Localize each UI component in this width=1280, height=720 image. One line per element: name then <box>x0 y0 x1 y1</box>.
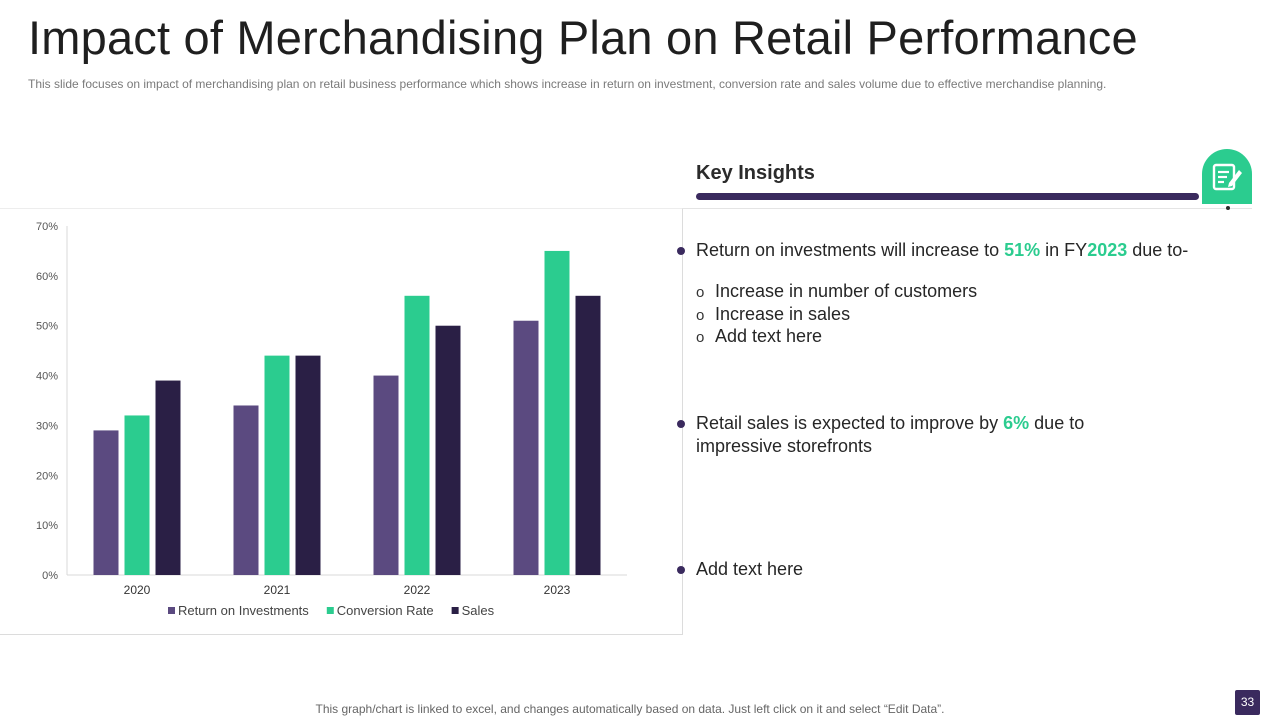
sales-percent: 6% <box>1003 413 1030 433</box>
key-insights-heading: Key Insights <box>696 162 815 184</box>
key-insights-underline <box>696 193 1199 200</box>
y-tick-label: 60% <box>36 271 58 283</box>
notepad-pen-icon <box>1202 149 1252 204</box>
y-tick-label: 0% <box>42 570 58 582</box>
bar-sales-2021 <box>295 355 321 575</box>
x-tick-label: 2022 <box>404 583 431 597</box>
bar-return-on-investments-2022 <box>373 375 399 575</box>
bar-return-on-investments-2020 <box>93 430 119 575</box>
page-number: 33 <box>1235 690 1260 715</box>
legend-label: Conversion Rate <box>337 603 434 618</box>
insight-bullet-roi: Return on investments will increase to 5… <box>676 239 1189 262</box>
x-tick-label: 2020 <box>124 583 151 597</box>
chart-panel: 0% 10% 20% 30% 40% 50% 60% 70% 2020 2021 2022 2023 R… <box>0 208 683 635</box>
sales-text-post: due to <box>1029 413 1085 433</box>
roi-text-mid: in FY <box>1040 240 1088 260</box>
y-tick-label: 20% <box>36 470 58 482</box>
insight-bullet-placeholder: Add text here <box>676 559 804 579</box>
bar-sales-2022 <box>435 325 461 575</box>
legend-swatch <box>326 607 334 614</box>
bar-sales-2023 <box>575 295 601 575</box>
insight-bullet-sales: Retail sales is expected to improve by 6… <box>676 412 1085 458</box>
roi-text-post: due to- <box>1127 240 1189 260</box>
bar-sales-2020 <box>155 380 181 575</box>
y-tick-label: 50% <box>36 321 58 333</box>
bar-conversion-rate-2022 <box>404 295 430 575</box>
sub-item: o Increase in number of customers <box>696 281 978 301</box>
sub-item: o Increase in sales <box>696 304 851 324</box>
footer-note: This graph/chart is linked to excel, and… <box>315 702 945 716</box>
bar-conversion-rate-2020 <box>124 415 150 575</box>
roi-text-pre: Return on investments will increase to <box>696 240 1005 260</box>
legend-swatch <box>168 607 175 614</box>
roi-year: 2023 <box>1087 240 1128 260</box>
y-tick-label: 40% <box>36 371 58 383</box>
bar-conversion-rate-2021 <box>264 355 290 575</box>
bar-return-on-investments-2021 <box>233 405 259 575</box>
sales-text-pre: Retail sales is expected to improve by <box>696 413 1004 433</box>
slide-subtitle: This slide focuses on impact of merchand… <box>28 77 1107 91</box>
sub-item: o Add text here <box>696 326 823 346</box>
y-tick-label: 70% <box>36 221 58 233</box>
bar-conversion-rate-2023 <box>544 250 570 575</box>
clustered-bar-chart[interactable]: 0% 10% 20% 30% 40% 50% 60% 70% 2020 2021 2022 2023 R… <box>0 209 682 634</box>
slide-title: Impact of Merchandising Plan on Retail P… <box>28 11 1138 64</box>
insights-divider <box>682 208 1252 209</box>
roi-percent: 51% <box>1004 240 1041 260</box>
bar-return-on-investments-2023 <box>513 320 539 575</box>
y-tick-label: 30% <box>36 420 58 432</box>
x-tick-label: 2023 <box>544 583 571 597</box>
sales-text-line2: impressive storefronts <box>696 436 873 456</box>
y-tick-label: 10% <box>36 520 58 532</box>
legend-swatch <box>451 607 459 614</box>
legend-label: Sales <box>462 603 495 618</box>
legend-label: Return on Investments <box>178 603 309 618</box>
badge-dot <box>1226 206 1230 210</box>
x-tick-label: 2021 <box>264 583 291 597</box>
